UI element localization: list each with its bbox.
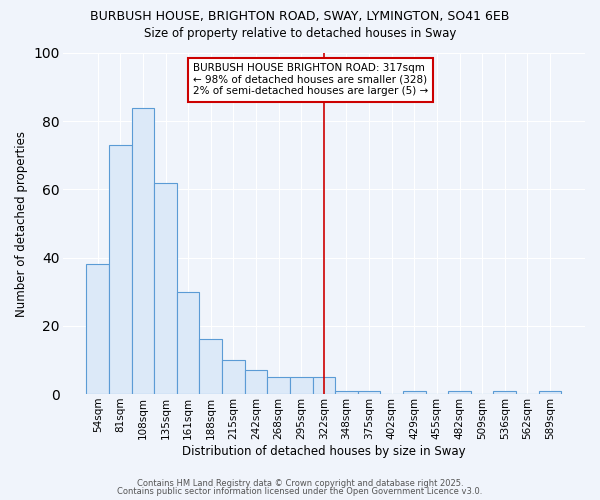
Text: Contains public sector information licensed under the Open Government Licence v3: Contains public sector information licen… <box>118 487 482 496</box>
Bar <box>539 390 561 394</box>
Text: Size of property relative to detached houses in Sway: Size of property relative to detached ho… <box>144 28 456 40</box>
Bar <box>222 360 245 394</box>
Bar <box>448 390 471 394</box>
Bar <box>335 390 358 394</box>
X-axis label: Distribution of detached houses by size in Sway: Distribution of detached houses by size … <box>182 444 466 458</box>
Bar <box>268 377 290 394</box>
Bar <box>403 390 425 394</box>
Bar <box>131 108 154 394</box>
Text: Contains HM Land Registry data © Crown copyright and database right 2025.: Contains HM Land Registry data © Crown c… <box>137 478 463 488</box>
Bar <box>86 264 109 394</box>
Text: BURBUSH HOUSE BRIGHTON ROAD: 317sqm
← 98% of detached houses are smaller (328)
2: BURBUSH HOUSE BRIGHTON ROAD: 317sqm ← 98… <box>193 63 428 96</box>
Y-axis label: Number of detached properties: Number of detached properties <box>15 130 28 316</box>
Bar <box>358 390 380 394</box>
Bar <box>199 340 222 394</box>
Bar <box>109 145 131 394</box>
Bar <box>177 292 199 394</box>
Text: BURBUSH HOUSE, BRIGHTON ROAD, SWAY, LYMINGTON, SO41 6EB: BURBUSH HOUSE, BRIGHTON ROAD, SWAY, LYMI… <box>91 10 509 23</box>
Bar <box>313 377 335 394</box>
Bar <box>245 370 268 394</box>
Bar <box>493 390 516 394</box>
Bar <box>154 182 177 394</box>
Bar <box>290 377 313 394</box>
